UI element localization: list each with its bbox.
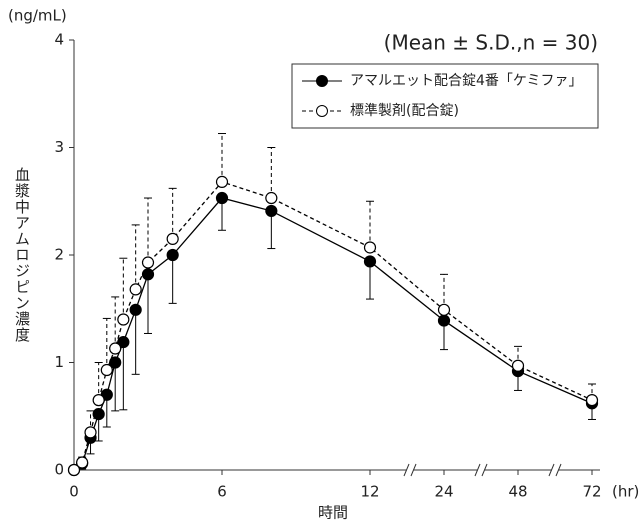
y-tick-label: 4 (54, 31, 64, 49)
data-point (166, 248, 179, 262)
data-point (437, 314, 451, 327)
data-point (265, 191, 278, 205)
x-tick-label: 48 (508, 483, 527, 501)
data-point (265, 204, 278, 218)
axis-break-gap (407, 464, 413, 476)
x-tick-label: 6 (217, 483, 227, 501)
legend-label: 標準製剤(配合錠) (350, 103, 459, 119)
axis-break (555, 463, 562, 477)
legend-box (291, 63, 599, 129)
data-point (363, 241, 377, 254)
x-unit: (hr) (612, 483, 639, 501)
x-axis-label: 時間 (318, 504, 348, 522)
data-point (511, 359, 525, 372)
series-line (73, 181, 593, 471)
x-tick-label: 24 (434, 483, 453, 501)
y-tick-label: 2 (54, 246, 64, 264)
x-tick-label: 0 (69, 483, 79, 501)
data-point (67, 463, 81, 477)
data-point (109, 356, 122, 369)
data-point (117, 335, 130, 349)
data-point (215, 175, 229, 188)
y-tick-label: 1 (54, 353, 64, 371)
x-tick-label: 12 (360, 483, 379, 501)
axis-break (548, 463, 555, 477)
data-point (129, 303, 142, 316)
legend-marker (316, 105, 328, 117)
y-tick-label: 0 (54, 461, 64, 479)
y-axis-label: 血漿中アムロジピン濃度 (13, 167, 31, 343)
axis-break (474, 463, 481, 477)
legend-label: アマルエット配合錠4番「ケミファ」 (350, 73, 583, 89)
data-point (109, 342, 122, 355)
axis-break (481, 463, 488, 477)
data-point (215, 191, 229, 205)
data-point (129, 283, 142, 296)
axis-break (403, 463, 410, 477)
data-point (437, 303, 451, 316)
y-tick-label: 3 (54, 138, 64, 156)
data-point (141, 268, 155, 281)
data-point (166, 232, 179, 245)
data-point (363, 255, 377, 268)
data-point (117, 313, 130, 326)
data-point (92, 408, 105, 421)
axis-break (410, 463, 417, 477)
axis-break-gap (552, 464, 558, 476)
legend-marker (316, 75, 328, 87)
data-point (141, 256, 155, 269)
axis-break-gap (478, 464, 484, 476)
data-point (84, 426, 97, 439)
data-point (585, 394, 599, 407)
series-line (73, 197, 593, 471)
subtitle: (Mean ± S.D.,n = 30) (384, 31, 598, 55)
x-tick-label: 72 (582, 483, 601, 501)
data-point (100, 363, 113, 377)
data-point (92, 394, 105, 407)
y-unit: (ng/mL) (8, 7, 67, 25)
data-point (76, 456, 89, 469)
